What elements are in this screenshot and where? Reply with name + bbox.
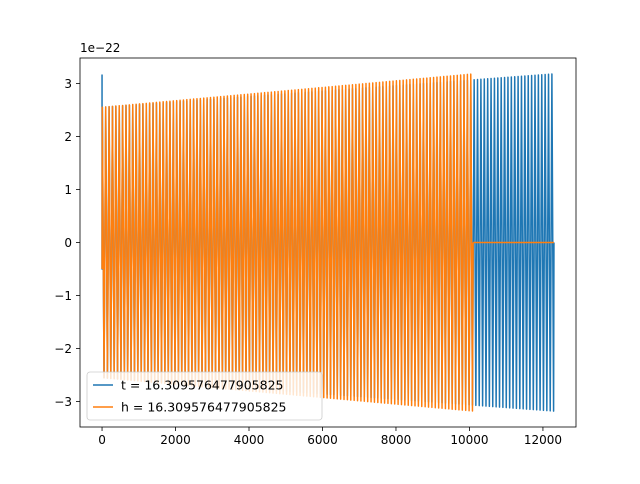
x-tick-label: 0	[98, 433, 106, 447]
y-tick-label: 0	[64, 236, 72, 250]
legend: t = 16.309576477905825 h = 16.30957647790…	[86, 371, 323, 421]
x-tick-label: 10000	[450, 433, 488, 447]
legend-box	[86, 371, 323, 421]
x-tick-label: 2000	[160, 433, 191, 447]
y-tick-label: 2	[64, 130, 72, 144]
y-tick-label: −3	[54, 395, 72, 409]
y-tick-label: 3	[64, 77, 72, 91]
legend-label-2: h = 16.309576477905825	[121, 400, 287, 415]
x-tick-label: 12000	[524, 433, 562, 447]
x-tick-label: 6000	[307, 433, 338, 447]
x-tick-label: 4000	[234, 433, 265, 447]
y-tick-label: 1	[64, 183, 72, 197]
y-tick-label: −2	[54, 342, 72, 356]
x-tick-label: 8000	[381, 433, 412, 447]
legend-label-1: t = 16.309576477905825	[121, 378, 284, 393]
axes-layer: 0 2000 4000 6000 8000 10000 12000 3 2 1 0 −1 −2 −3 1e−…	[54, 41, 577, 447]
series-line-2	[101, 73, 474, 412]
y-scale-offset-label: 1e−22	[80, 41, 120, 55]
y-tick-label: −1	[54, 289, 72, 303]
